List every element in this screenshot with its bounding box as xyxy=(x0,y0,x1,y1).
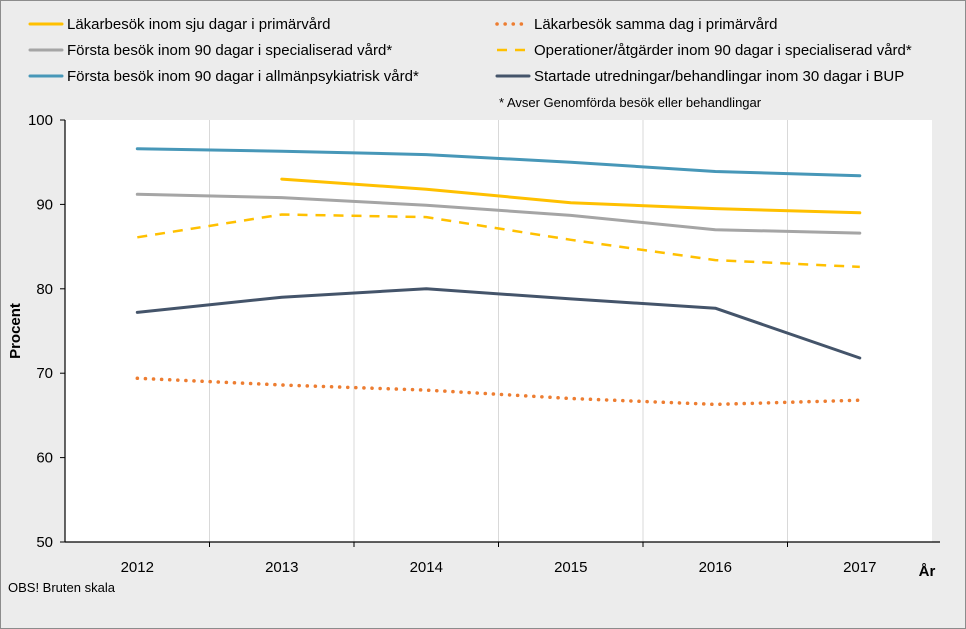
y-tick-label: 80 xyxy=(36,281,53,298)
footnote: OBS! Bruten skala xyxy=(8,580,116,595)
legend-note: * Avser Genomförda besök eller behandlin… xyxy=(499,95,762,110)
series-line-4 xyxy=(137,213,860,269)
legend-label-5: Första besök inom 90 dagar i allmänpsyki… xyxy=(67,68,419,85)
axes xyxy=(64,120,940,543)
x-tick-label: 2015 xyxy=(554,559,587,576)
gridlines xyxy=(209,120,788,542)
y-tick-label: 100 xyxy=(28,112,53,129)
legend-label-4: Operationer/åtgärder inom 90 dagar i spe… xyxy=(534,42,912,59)
x-axis-ticks: 2012 2013 2014 2015 2016 2017 xyxy=(121,542,876,576)
y-tick-label: 50 xyxy=(36,534,53,551)
y-axis-ticks: 50 60 70 80 90 100 xyxy=(28,112,65,551)
x-tick-label: 2012 xyxy=(121,559,154,576)
x-tick-label: 2017 xyxy=(843,559,876,576)
y-tick-label: 70 xyxy=(36,365,53,382)
y-tick-label: 90 xyxy=(36,196,53,213)
x-tick-label: 2016 xyxy=(699,559,732,576)
series-line-3 xyxy=(135,192,862,235)
x-tick-label: 2014 xyxy=(410,559,443,576)
series-line-2 xyxy=(135,376,862,407)
x-tick-label: 2013 xyxy=(265,559,298,576)
legend-label-2: Läkarbesök samma dag i primärvård xyxy=(534,16,777,33)
series-line-1 xyxy=(280,177,862,215)
y-tick-label: 60 xyxy=(36,450,53,467)
series-line-6 xyxy=(135,287,862,360)
legend: Läkarbesök inom sju dagar i primärvård Lä… xyxy=(28,16,912,85)
legend-label-1: Läkarbesök inom sju dagar i primärvård xyxy=(67,16,330,33)
series-lines xyxy=(135,147,862,407)
legend-label-6: Startade utredningar/behandlingar inom 3… xyxy=(534,68,904,85)
legend-label-3: Första besök inom 90 dagar i specialiser… xyxy=(67,42,392,59)
x-axis-title: År xyxy=(919,563,936,580)
y-axis-title: Procent xyxy=(7,303,24,359)
series-line-5 xyxy=(135,147,862,178)
